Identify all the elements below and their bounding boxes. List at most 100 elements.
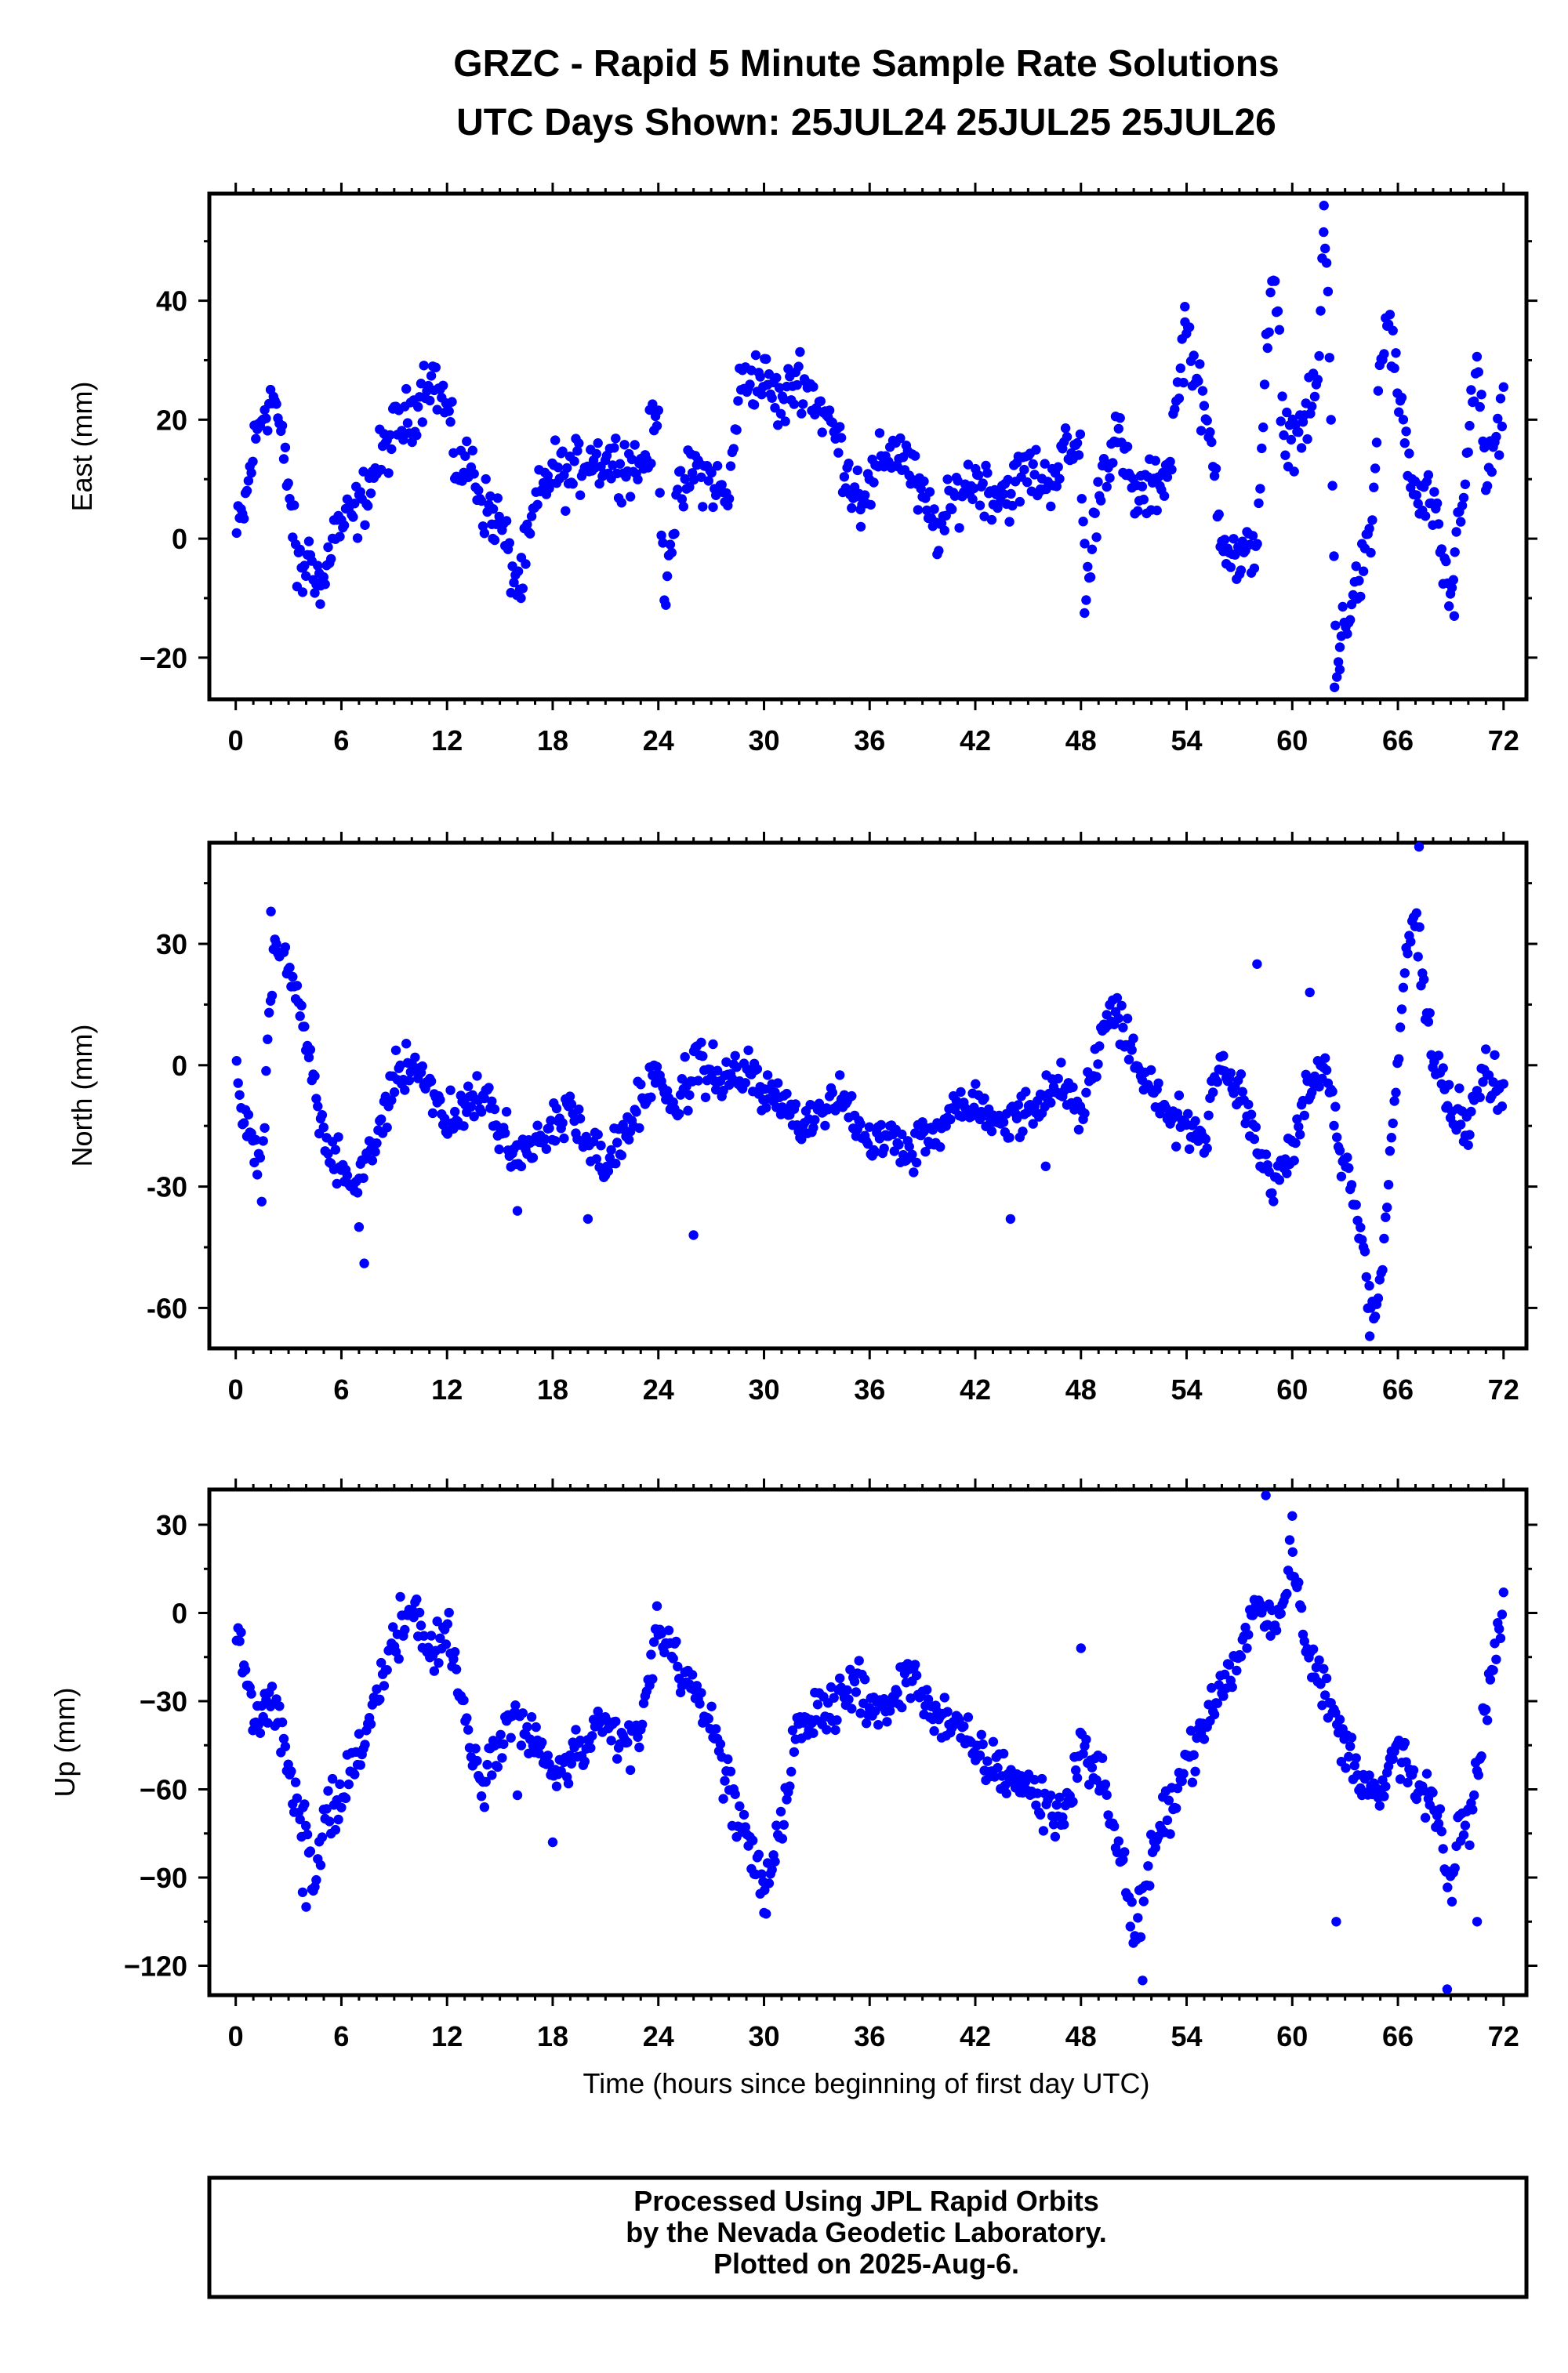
north-data-point: [1357, 1235, 1367, 1245]
north-data-point: [979, 1093, 989, 1104]
up-data-point: [1243, 1630, 1254, 1640]
north-data-point: [1184, 1144, 1195, 1155]
north-data-point: [1200, 1134, 1211, 1145]
up-data-point: [830, 1725, 840, 1736]
east-data-point: [770, 403, 780, 413]
east-data-point: [1444, 601, 1454, 611]
up-y-tick-label: −120: [124, 1950, 187, 1983]
east-data-point: [1460, 479, 1471, 489]
north-data-point: [827, 1087, 838, 1098]
east-data-point: [1265, 287, 1276, 298]
east-data-point: [780, 416, 790, 426]
east-data-point: [326, 553, 336, 564]
up-data-point: [278, 1733, 289, 1744]
east-data-point: [447, 397, 457, 407]
up-data-point: [922, 1685, 932, 1695]
east-data-point: [419, 361, 429, 371]
east-data-point: [665, 539, 676, 550]
north-data-point: [1246, 1109, 1257, 1119]
north-data-point: [1174, 1090, 1185, 1101]
north-data-point: [1419, 974, 1429, 985]
east-data-point: [283, 478, 293, 488]
north-data-point: [708, 1039, 718, 1050]
east-data-point: [1262, 343, 1273, 354]
east-data-point: [953, 476, 963, 486]
up-data-point: [860, 1675, 870, 1685]
north-data-point: [566, 1099, 577, 1109]
east-data-point: [1170, 404, 1180, 415]
north-data-point: [674, 1108, 684, 1119]
up-data-point: [757, 1869, 767, 1879]
up-data-point: [1050, 1831, 1061, 1842]
north-data-point: [1383, 1180, 1394, 1190]
north-data-point: [1364, 1331, 1375, 1341]
north-x-tick-label: 66: [1382, 1373, 1414, 1406]
up-data-point: [479, 1802, 490, 1812]
east-data-point: [1138, 495, 1149, 505]
up-data-point: [305, 1846, 316, 1856]
up-data-point: [789, 1747, 800, 1758]
up-data-point: [668, 1653, 678, 1664]
east-data-point: [1475, 401, 1485, 412]
up-data-point: [365, 1719, 376, 1729]
up-data-point: [695, 1699, 705, 1709]
up-data-point: [1171, 1803, 1181, 1813]
up-data-point: [1316, 1679, 1326, 1689]
up-data-point: [910, 1660, 920, 1670]
up-data-point: [277, 1717, 288, 1728]
up-data-point: [1048, 1820, 1059, 1830]
north-data-point: [575, 1113, 586, 1124]
east-x-tick-label: 30: [748, 724, 779, 757]
east-data-point: [666, 547, 677, 558]
east-data-point: [746, 365, 757, 376]
north-data-point: [401, 1039, 412, 1049]
north-data-point: [260, 1123, 270, 1134]
north-data-point: [761, 1102, 771, 1113]
up-data-point: [253, 1719, 264, 1729]
north-data-point: [1094, 1041, 1105, 1051]
north-data-point: [410, 1052, 420, 1063]
up-data-point: [450, 1647, 460, 1657]
east-data-point: [852, 465, 863, 476]
north-data-point: [439, 1113, 450, 1124]
east-data-point: [1321, 258, 1332, 268]
east-data-point: [301, 571, 311, 581]
up-data-point: [1408, 1765, 1419, 1776]
east-data-point: [1255, 484, 1265, 494]
east-data-point: [969, 483, 979, 494]
up-data-point: [448, 1654, 459, 1664]
east-data-point: [1105, 473, 1115, 483]
east-data-point: [1309, 391, 1320, 402]
north-data-point: [354, 1222, 365, 1232]
north-data-point: [956, 1087, 966, 1098]
up-data-point: [1433, 1819, 1444, 1829]
east-data-point: [764, 369, 775, 379]
east-data-point: [1364, 524, 1374, 534]
up-data-point: [432, 1616, 442, 1627]
east-data-point: [299, 561, 310, 571]
east-data-point: [277, 420, 288, 431]
north-data-point: [1423, 1017, 1434, 1027]
north-data-point: [1122, 1014, 1133, 1024]
up-data-point: [274, 1701, 285, 1711]
east-data-point: [1060, 423, 1071, 434]
up-data-point: [1138, 1976, 1148, 1986]
up-data-point: [656, 1628, 666, 1639]
east-data-point: [517, 583, 528, 593]
north-data-point: [731, 1062, 742, 1072]
up-data-point: [462, 1713, 472, 1723]
east-data-point: [416, 379, 426, 389]
east-data-point: [658, 538, 668, 548]
north-data-point: [998, 1117, 1009, 1127]
east-data-point: [615, 459, 626, 469]
east-data-point: [680, 474, 690, 484]
east-data-point: [557, 446, 568, 456]
up-data-point: [671, 1636, 681, 1647]
east-data-point: [1184, 322, 1195, 332]
up-panel: 0 6 12 18 24 30 36 42 48 54 60 66 72 −120 −90 −60 −30 0 30…: [49, 1479, 1537, 2099]
east-data-point: [488, 504, 499, 514]
east-data-point: [684, 482, 695, 492]
east-data-point: [251, 434, 261, 444]
up-data-point: [301, 1820, 311, 1831]
north-data-point: [376, 1114, 387, 1124]
